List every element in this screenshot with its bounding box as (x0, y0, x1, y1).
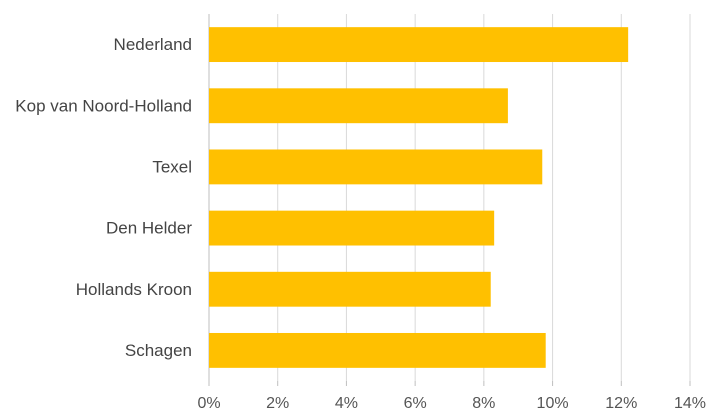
x-tick-label: 14% (674, 395, 706, 412)
category-label: Kop van Noord-Holland (15, 96, 192, 115)
bars (209, 27, 629, 368)
gridlines (208, 14, 691, 386)
x-tick-label: 4% (335, 395, 358, 412)
category-label: Schagen (125, 341, 192, 360)
category-label: Texel (152, 157, 192, 176)
bar (209, 149, 543, 185)
category-label: Nederland (114, 35, 192, 54)
x-tick-label: 0% (197, 395, 220, 412)
x-tick-labels: 0% 2% 4% 6% 8% 10% 12% 14% (197, 395, 706, 412)
category-label: Den Helder (106, 219, 192, 238)
bar (209, 332, 546, 368)
bar (209, 271, 491, 307)
bar (209, 88, 508, 124)
bar (209, 210, 495, 246)
x-tick-label: 6% (404, 395, 427, 412)
category-label: Hollands Kroon (76, 280, 192, 299)
category-labels: Nederland Kop van Noord-Holland Texel Den H… (15, 35, 192, 360)
x-tick-label: 12% (605, 395, 637, 412)
x-tick-label: 8% (472, 395, 495, 412)
bar (209, 27, 629, 63)
x-tick-label: 2% (266, 395, 289, 412)
x-tick-label: 10% (537, 395, 569, 412)
